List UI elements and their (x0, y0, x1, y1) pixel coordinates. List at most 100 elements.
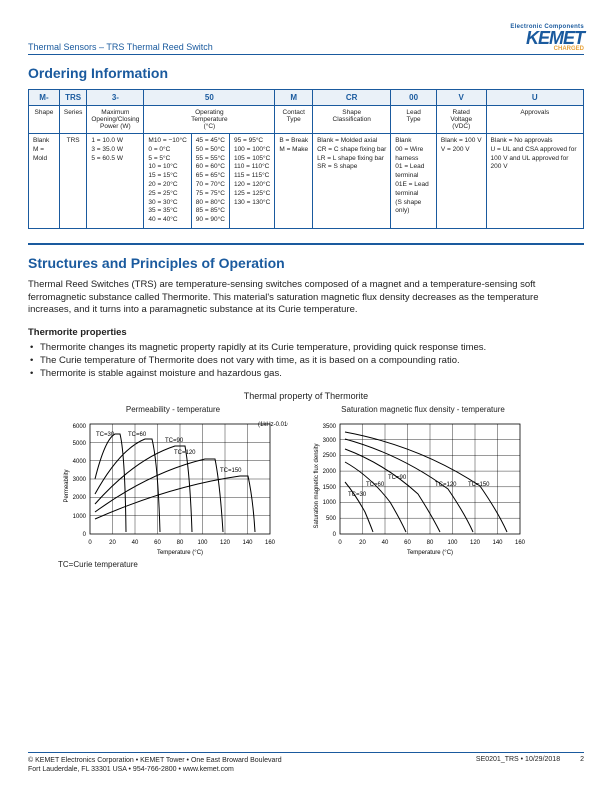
properties-subhead: Thermorite properties (28, 327, 584, 338)
label-cell: Shape (29, 106, 60, 134)
code-cell: M- (29, 90, 60, 106)
saturation-chart: Saturation magnetic flux density - tempe… (308, 405, 538, 558)
chart-subtitle: Permeability - temperature (58, 405, 288, 414)
data-cell: Blank = No approvalsU = UL and CSA appro… (486, 134, 583, 229)
data-cell: Blank = Molded axialCR = C shape fixing … (313, 134, 391, 229)
svg-text:0: 0 (83, 532, 87, 538)
doc-title: Thermal Sensors – TRS Thermal Reed Switc… (28, 42, 213, 52)
data-cell: 95 = 95°C100 = 100°C105 = 105°C110 = 110… (229, 134, 274, 229)
svg-text:TC=60: TC=60 (366, 482, 385, 488)
y-axis-label: Saturation magnetic flux density (314, 443, 320, 528)
svg-text:TC=90: TC=90 (165, 438, 184, 444)
saturation-svg: TC=30 TC=60 TC=90 TC=120 TC=150 0 500 10… (308, 416, 538, 556)
svg-text:TC=30: TC=30 (96, 432, 115, 438)
svg-text:500: 500 (326, 516, 337, 522)
svg-text:100: 100 (197, 540, 208, 546)
footer-page: 2 (580, 756, 584, 763)
svg-text:40: 40 (132, 540, 139, 546)
ordering-table: M- TRS 3- 50 M CR 00 V U Shape Series Ma… (28, 89, 584, 229)
svg-text:2000: 2000 (323, 469, 337, 475)
svg-text:160: 160 (265, 540, 276, 546)
label-cell: RatedVoltage(VDC) (436, 106, 486, 134)
footer-line1: © KEMET Electronics Corporation • KEMET … (28, 756, 282, 765)
chart-note: (1kHz-0.01Oe) (258, 422, 288, 428)
data-cell: Blank00 = Wire harness01 = Lead terminal… (391, 134, 437, 229)
svg-text:20: 20 (359, 540, 366, 546)
svg-text:140: 140 (242, 540, 253, 546)
data-cell: Blank = 100 VV = 200 V (436, 134, 486, 229)
svg-text:3500: 3500 (323, 424, 337, 430)
svg-text:TC=120: TC=120 (435, 482, 457, 488)
svg-text:1000: 1000 (73, 514, 87, 520)
data-cell: M10 = −10°C0 = 0°C5 = 5°C10 = 10°C15 = 1… (144, 134, 191, 229)
svg-text:1500: 1500 (323, 485, 337, 491)
data-cell: BlankM = Mold (29, 134, 60, 229)
label-cell: Approvals (486, 106, 583, 134)
svg-text:100: 100 (447, 540, 458, 546)
chart-subtitle: Saturation magnetic flux density - tempe… (308, 405, 538, 414)
footer-docid: SE0201_TRS • 10/29/2018 (476, 756, 560, 763)
svg-text:2500: 2500 (323, 453, 337, 459)
code-cell: TRS (59, 90, 86, 106)
permeability-chart: Permeability - temperature (1kHz-0.01Oe)… (58, 405, 288, 558)
svg-text:Temperature (°C): Temperature (°C) (407, 550, 453, 556)
svg-text:0: 0 (88, 540, 92, 546)
charts-title: Thermal property of Thermorite (28, 391, 584, 401)
svg-text:160: 160 (515, 540, 526, 546)
svg-text:TC=150: TC=150 (220, 468, 242, 474)
svg-text:TC=90: TC=90 (388, 475, 407, 481)
svg-text:80: 80 (427, 540, 434, 546)
svg-text:0: 0 (333, 532, 337, 538)
svg-text:120: 120 (470, 540, 481, 546)
svg-text:5000: 5000 (73, 441, 87, 447)
svg-text:2000: 2000 (73, 495, 87, 501)
svg-text:TC=120: TC=120 (174, 450, 196, 456)
code-cell: 00 (391, 90, 437, 106)
charts-row: Permeability - temperature (1kHz-0.01Oe)… (28, 405, 584, 558)
code-cell: CR (313, 90, 391, 106)
page-header: Thermal Sensors – TRS Thermal Reed Switc… (28, 24, 584, 55)
svg-text:1000: 1000 (323, 500, 337, 506)
svg-text:Temperature (°C): Temperature (°C) (157, 550, 203, 556)
label-cell: LeadType (391, 106, 437, 134)
code-cell: 3- (87, 90, 144, 106)
structures-heading: Structures and Principles of Operation (28, 255, 584, 271)
label-cell: OperatingTemperature(°C) (144, 106, 275, 134)
svg-text:TC=150: TC=150 (468, 482, 490, 488)
svg-text:3000: 3000 (73, 477, 87, 483)
ordering-heading: Ordering Information (28, 65, 584, 81)
data-cell: 1 = 10.0 W3 = 35.0 W5 = 60.5 W (87, 134, 144, 229)
data-cell: 45 = 45°C50 = 50°C55 = 55°C60 = 60°C65 =… (191, 134, 229, 229)
label-cell: ContactType (275, 106, 313, 134)
svg-text:60: 60 (154, 540, 161, 546)
data-cell: B = BreakM = Make (275, 134, 313, 229)
svg-text:TC=30: TC=30 (348, 492, 367, 498)
code-cell: 50 (144, 90, 275, 106)
code-cell: V (436, 90, 486, 106)
svg-text:3000: 3000 (323, 438, 337, 444)
svg-text:6000: 6000 (73, 424, 87, 430)
page-footer: © KEMET Electronics Corporation • KEMET … (28, 752, 584, 774)
code-cell: M (275, 90, 313, 106)
logo: Electronic Components KEMET CHARGED (510, 24, 584, 52)
svg-text:40: 40 (382, 540, 389, 546)
label-cell: MaximumOpening/ClosingPower (W) (87, 106, 144, 134)
svg-text:TC=60: TC=60 (128, 432, 147, 438)
label-cell: ShapeClassification (313, 106, 391, 134)
code-cell: U (486, 90, 583, 106)
label-cell: Series (59, 106, 86, 134)
svg-text:60: 60 (404, 540, 411, 546)
data-cell: TRS (59, 134, 86, 229)
svg-text:0: 0 (338, 540, 342, 546)
svg-text:20: 20 (109, 540, 116, 546)
tc-note: TC=Curie temperature (28, 560, 584, 569)
permeability-svg: (1kHz-0.01Oe) TC=30 TC=60 TC=90 TC=120 (58, 416, 288, 556)
svg-text:80: 80 (177, 540, 184, 546)
svg-text:120: 120 (220, 540, 231, 546)
svg-text:4000: 4000 (73, 459, 87, 465)
list-item: Thermorite is stable against moisture an… (30, 368, 584, 381)
y-axis-label: Permeability (64, 469, 70, 502)
footer-line2: Fort Lauderdale, FL 33301 USA • 954-766-… (28, 765, 282, 774)
properties-list: Thermorite changes its magnetic property… (30, 342, 584, 380)
logo-main: KEMET (510, 30, 584, 46)
